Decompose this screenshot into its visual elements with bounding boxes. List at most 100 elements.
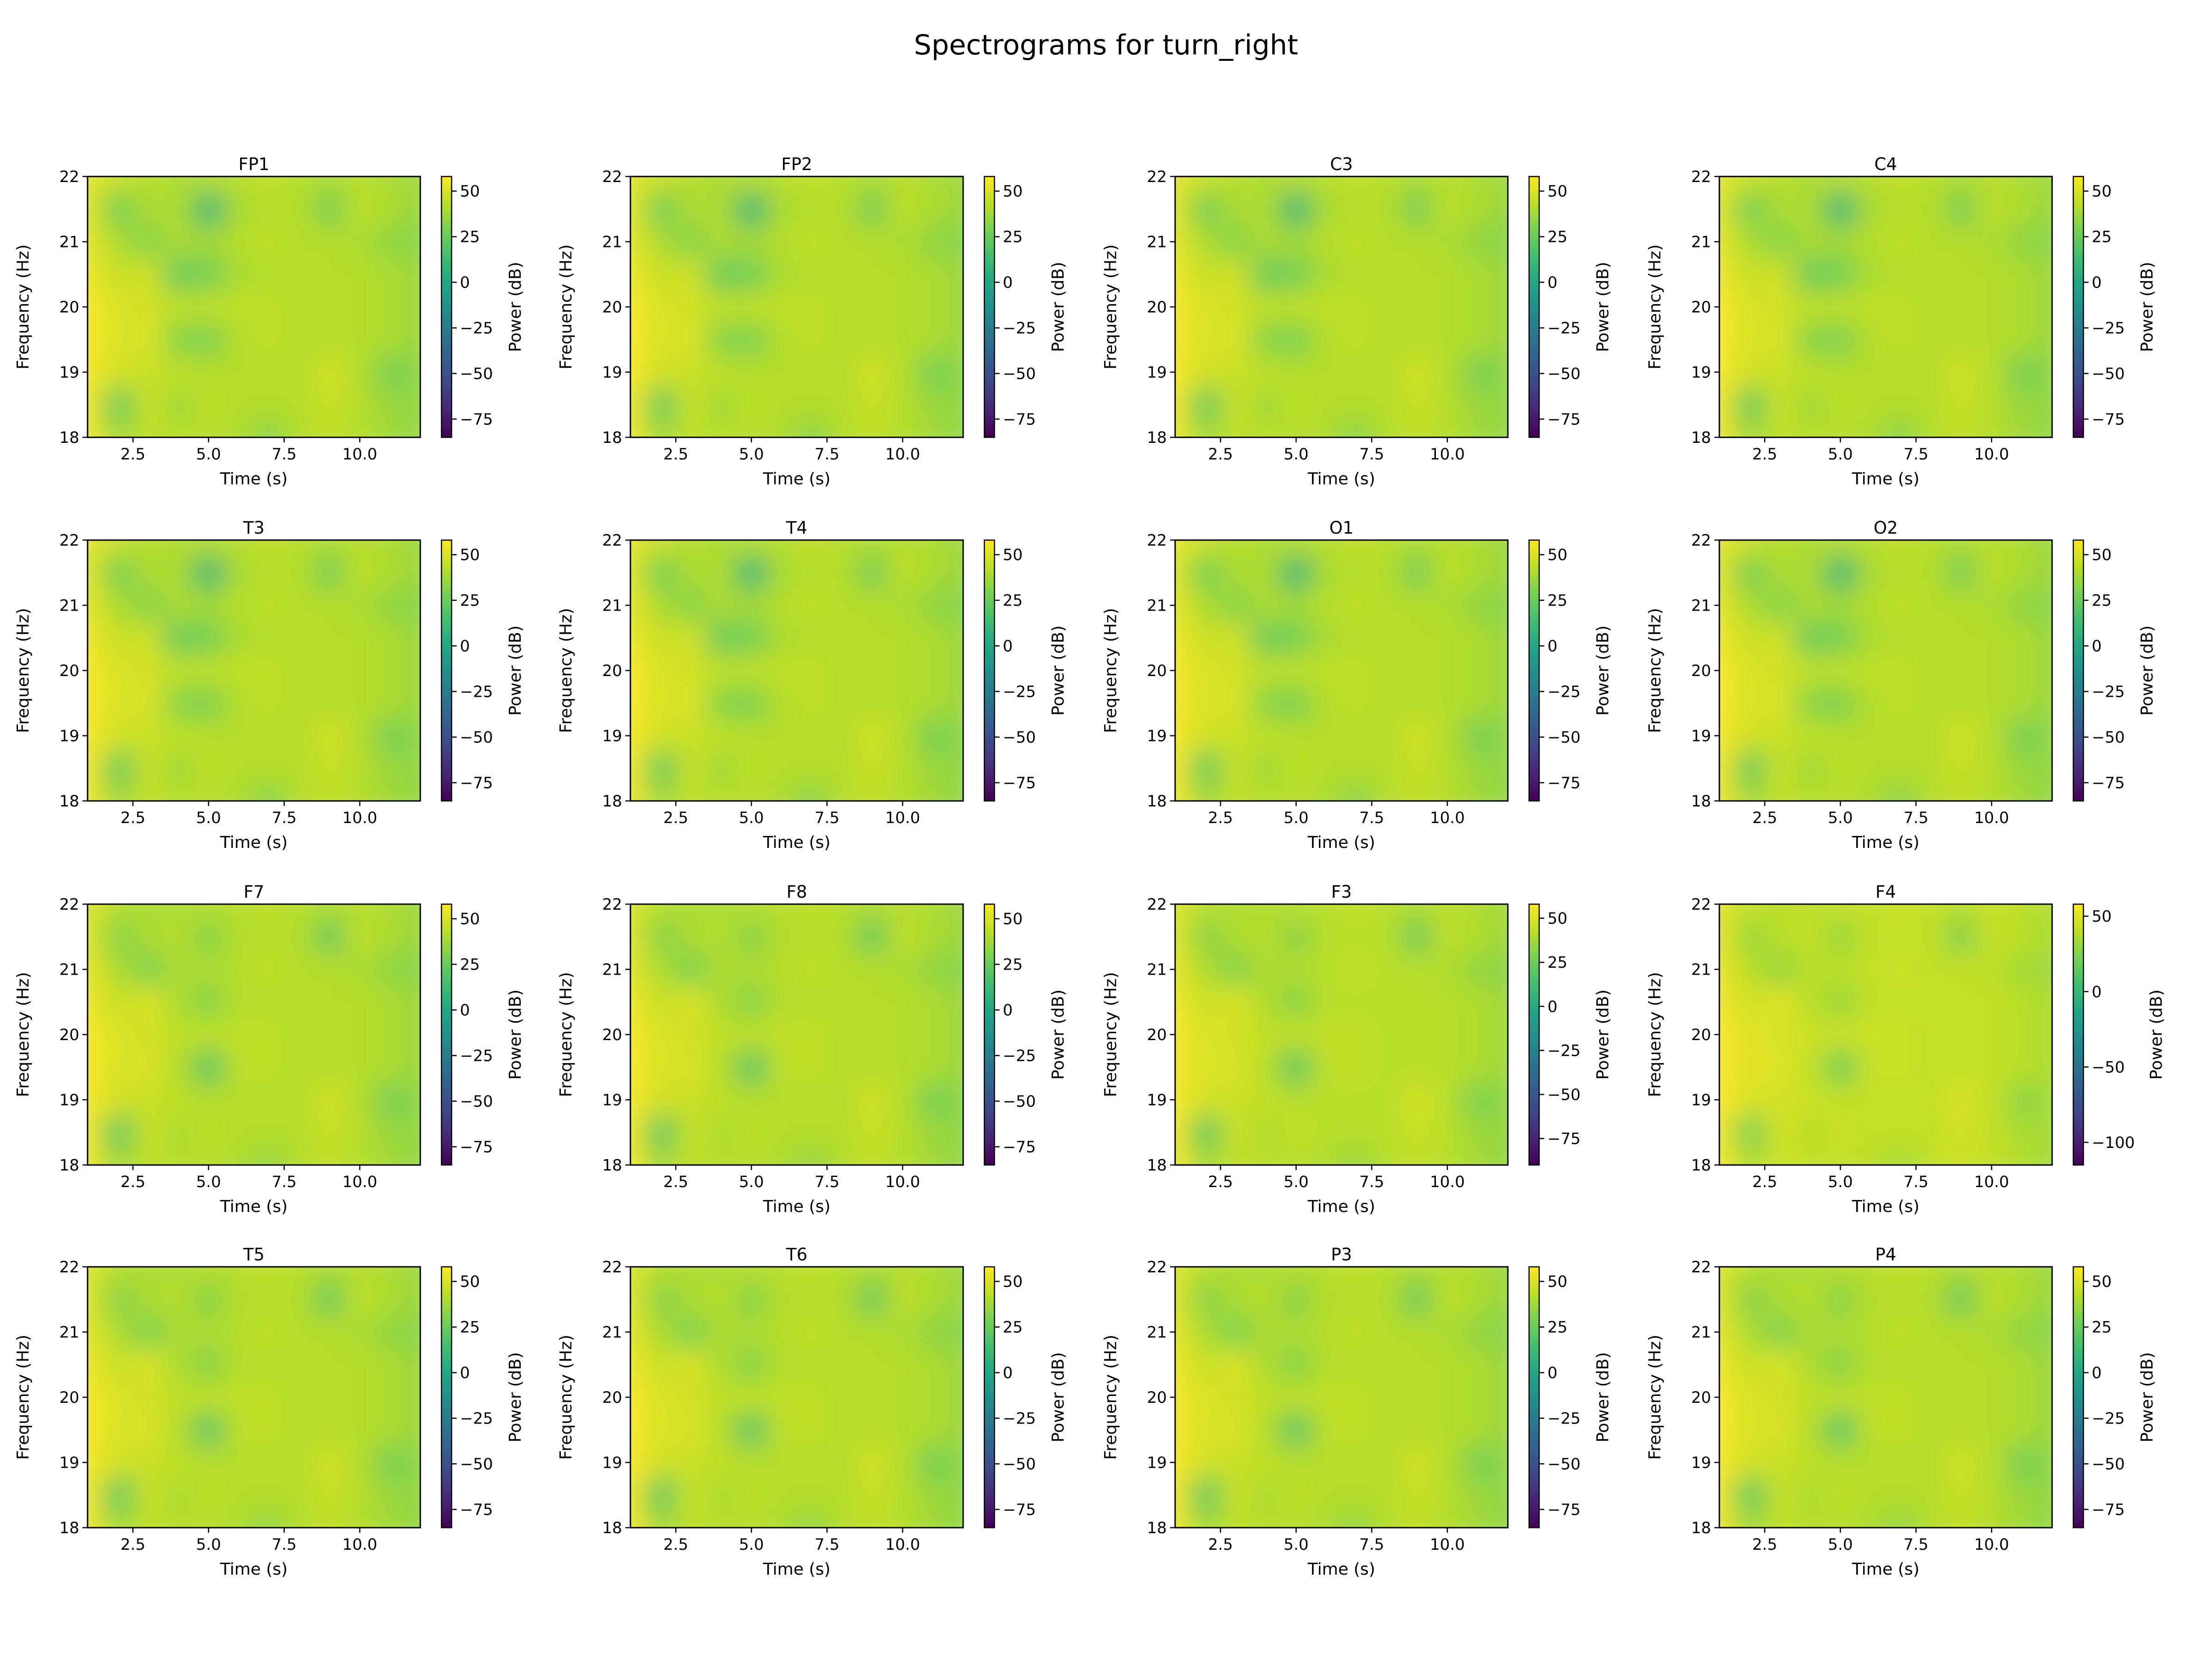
heatmap-cell <box>887 1051 918 1084</box>
y-tick-label: 18 <box>602 1519 622 1537</box>
y-axis-label: Frequency (Hz) <box>557 608 576 733</box>
heatmap-cell <box>314 1511 345 1528</box>
heatmap-cell <box>1765 1051 1796 1084</box>
y-tick-label: 22 <box>1691 1258 1711 1277</box>
heatmap-cell <box>193 1267 224 1284</box>
heatmap-cell <box>857 421 888 437</box>
heatmap-cell <box>375 1116 406 1149</box>
heatmap-cell <box>1976 1148 2007 1165</box>
heatmap-cell <box>1734 1116 1765 1149</box>
heatmap-cell <box>133 323 164 357</box>
colorbar-gradient <box>2072 539 2084 802</box>
heatmap-cell <box>1493 176 1508 194</box>
heatmap-cell <box>1734 1381 1765 1414</box>
heatmap-cell <box>676 1051 707 1084</box>
heatmap-cell <box>1493 687 1508 720</box>
heatmap-cell <box>1886 556 1917 590</box>
heatmap-cell <box>1734 1511 1765 1528</box>
heatmap-cell <box>1432 556 1463 590</box>
heatmap <box>630 1267 963 1528</box>
heatmap-cell <box>676 421 707 437</box>
colorbar-label: Power (dB) <box>1049 625 1068 716</box>
heatmap-cell <box>766 784 797 801</box>
heatmap-cell <box>405 1381 420 1414</box>
heatmap-cell <box>224 176 254 194</box>
heatmap-cell <box>676 225 707 259</box>
heatmap-cell <box>676 621 707 655</box>
heatmap-cell <box>1251 1478 1282 1512</box>
heatmap-cell <box>193 1381 224 1414</box>
heatmap-cell <box>1251 752 1282 785</box>
heatmap-cell <box>1220 1348 1252 1382</box>
heatmap-cell <box>1946 1267 1977 1284</box>
heatmap-cell <box>1493 621 1508 655</box>
heatmap-cell <box>2006 1413 2038 1447</box>
x-tick-label: 5.0 <box>196 445 221 464</box>
heatmap-cell <box>766 621 797 655</box>
heatmap-cell <box>1251 687 1282 720</box>
heatmap-cell <box>1311 1083 1342 1117</box>
colorbar-tick-label: −25 <box>1003 1047 1036 1065</box>
heatmap-cell <box>344 1283 376 1317</box>
heatmap-cell <box>344 1116 376 1149</box>
heatmap-cell <box>1432 1083 1463 1117</box>
heatmap-cell <box>827 1381 858 1414</box>
heatmap-cell <box>1371 621 1403 655</box>
heatmap-cell <box>1371 784 1403 801</box>
heatmap-cell <box>2037 1446 2052 1479</box>
heatmap-cell <box>2006 1283 2038 1317</box>
y-tick-label: 21 <box>602 233 622 252</box>
heatmap-cell <box>254 985 285 1019</box>
heatmap-cell <box>1281 421 1312 437</box>
heatmap-cell <box>314 1316 345 1349</box>
heatmap-cell <box>2006 225 2038 259</box>
heatmap-cell <box>284 953 315 986</box>
heatmap-cell <box>1765 258 1796 291</box>
heatmap-cell <box>857 258 888 291</box>
heatmap-cell <box>1220 1283 1252 1317</box>
x-tick-label: 2.5 <box>1208 809 1233 827</box>
heatmap-cell <box>736 1446 767 1479</box>
heatmap-cell <box>1886 421 1917 437</box>
x-tick-label: 10.0 <box>1974 809 2009 827</box>
heatmap-cell <box>1886 920 1917 954</box>
heatmap-cell <box>630 290 646 324</box>
heatmap-cell <box>1281 1083 1312 1117</box>
heatmap-cell <box>254 1348 285 1382</box>
heatmap-cell <box>102 1148 134 1165</box>
heatmap-cell <box>102 784 134 801</box>
heatmap-cell <box>1462 719 1494 753</box>
heatmap-cell <box>1493 654 1508 688</box>
heatmap-cell <box>2037 193 2052 226</box>
heatmap-cell <box>1220 1413 1252 1447</box>
heatmap-cell <box>1493 1446 1508 1479</box>
heatmap-cell <box>1795 589 1826 622</box>
heatmap-cell <box>766 1348 797 1382</box>
heatmap-cell <box>918 258 949 291</box>
colorbar-tick-label: −50 <box>460 1455 493 1473</box>
heatmap-cell <box>2006 1478 2038 1512</box>
heatmap-cell <box>1719 388 1735 422</box>
heatmap-cell <box>163 1051 194 1084</box>
heatmap-cell <box>133 1083 164 1117</box>
heatmap-cell <box>1432 176 1463 194</box>
heatmap <box>1175 540 1508 801</box>
heatmap-cell <box>1281 1511 1312 1528</box>
colorbar-tick-label: 0 <box>2092 637 2102 656</box>
heatmap-cell <box>1251 1413 1282 1447</box>
subplot-title: T6 <box>786 1245 807 1265</box>
x-tick-label: 5.0 <box>196 1535 221 1554</box>
heatmap-cell <box>102 1116 134 1149</box>
heatmap <box>1719 176 2052 437</box>
x-tick-label: 10.0 <box>885 1173 920 1191</box>
heatmap-cell <box>857 1348 888 1382</box>
heatmap-cell <box>1976 388 2007 422</box>
heatmap-cell <box>1402 1446 1433 1479</box>
x-axis-label: Time (s) <box>1852 470 1919 488</box>
heatmap-cell <box>1734 752 1765 785</box>
heatmap-cell <box>706 1381 737 1414</box>
heatmap-cell <box>918 654 949 688</box>
heatmap-cell <box>1825 176 1856 194</box>
heatmap-cell <box>645 1381 677 1414</box>
